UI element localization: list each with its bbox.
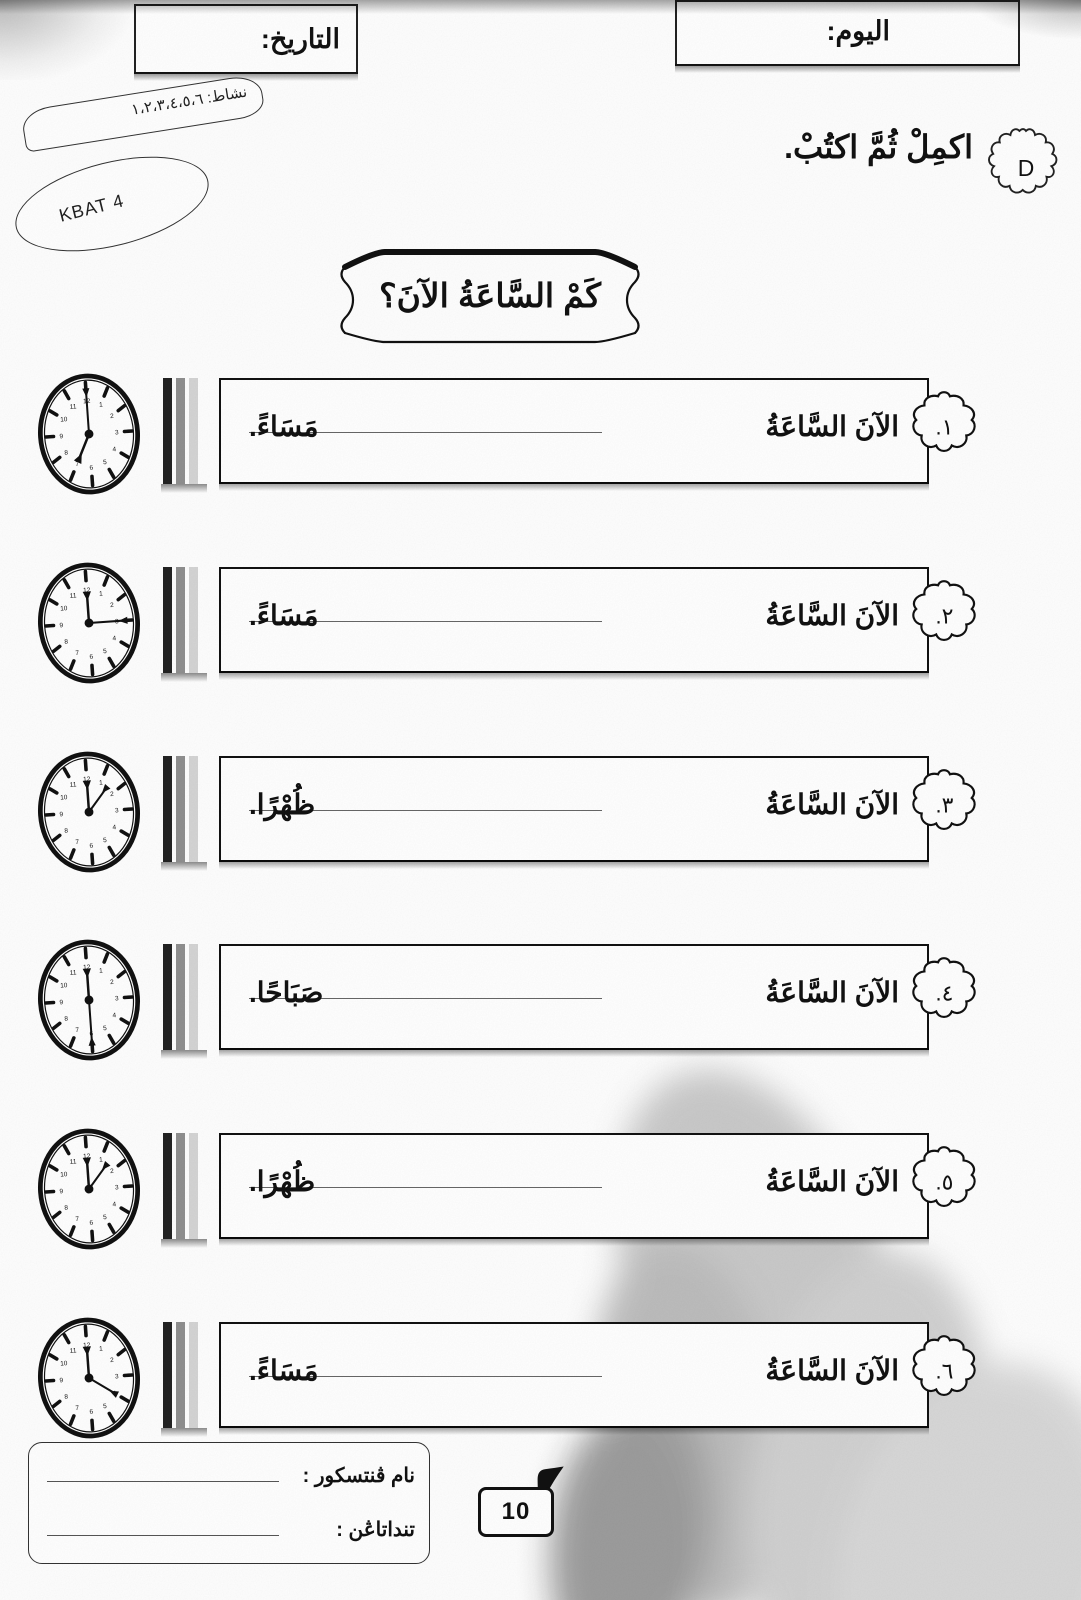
svg-text:10: 10 — [60, 605, 68, 613]
svg-text:٢.: ٢. — [936, 603, 954, 628]
svg-text:11: 11 — [70, 1347, 78, 1354]
svg-text:11: 11 — [70, 970, 78, 977]
svg-text:D: D — [1018, 155, 1035, 181]
svg-text:10: 10 — [60, 983, 68, 991]
svg-text:٦.: ٦. — [936, 1359, 954, 1384]
svg-text:10: 10 — [60, 416, 68, 424]
svg-text:٣.: ٣. — [936, 792, 954, 817]
svg-text:11: 11 — [70, 781, 78, 788]
svg-text:10: 10 — [60, 1171, 68, 1179]
svg-text:٥.: ٥. — [936, 1170, 954, 1195]
svg-text:٤.: ٤. — [936, 981, 954, 1006]
svg-text:11: 11 — [70, 1159, 78, 1166]
svg-text:11: 11 — [70, 403, 78, 410]
svg-text:11: 11 — [70, 592, 78, 599]
svg-text:10: 10 — [60, 1360, 68, 1368]
svg-text:١.: ١. — [936, 415, 954, 440]
svg-text:10: 10 — [60, 794, 68, 802]
